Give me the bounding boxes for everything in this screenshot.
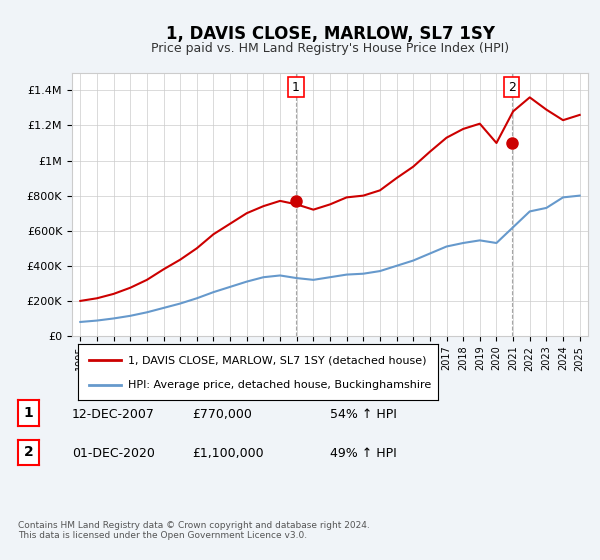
Text: 12-DEC-2007: 12-DEC-2007 xyxy=(72,408,155,421)
Text: 1: 1 xyxy=(23,406,34,420)
Text: Contains HM Land Registry data © Crown copyright and database right 2024.
This d: Contains HM Land Registry data © Crown c… xyxy=(18,521,370,540)
Text: £770,000: £770,000 xyxy=(192,408,252,421)
Text: Price paid vs. HM Land Registry's House Price Index (HPI): Price paid vs. HM Land Registry's House … xyxy=(151,42,509,55)
Text: 1, DAVIS CLOSE, MARLOW, SL7 1SY: 1, DAVIS CLOSE, MARLOW, SL7 1SY xyxy=(166,25,494,43)
Text: HPI: Average price, detached house, Buckinghamshire: HPI: Average price, detached house, Buck… xyxy=(128,380,431,390)
Text: 01-DEC-2020: 01-DEC-2020 xyxy=(72,447,155,460)
Text: 2: 2 xyxy=(23,445,34,459)
Text: 49% ↑ HPI: 49% ↑ HPI xyxy=(330,447,397,460)
Text: £1,100,000: £1,100,000 xyxy=(192,447,263,460)
Text: 1, DAVIS CLOSE, MARLOW, SL7 1SY (detached house): 1, DAVIS CLOSE, MARLOW, SL7 1SY (detache… xyxy=(128,355,427,365)
Text: 1: 1 xyxy=(292,81,300,94)
Text: 54% ↑ HPI: 54% ↑ HPI xyxy=(330,408,397,421)
Text: 2: 2 xyxy=(508,81,516,94)
